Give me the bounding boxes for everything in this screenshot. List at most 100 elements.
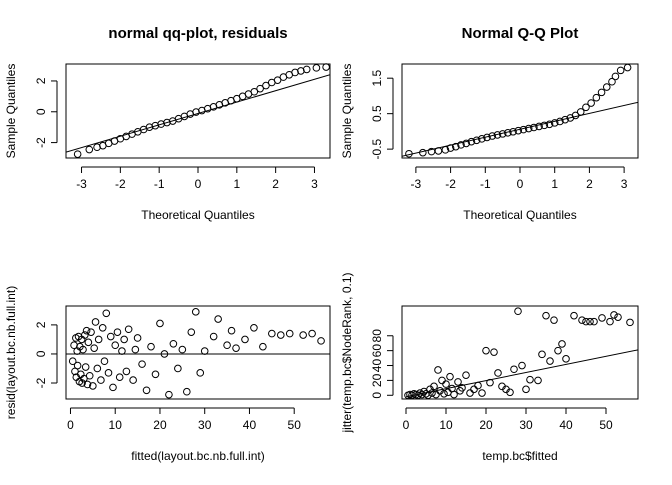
x-tick-label: 50 — [599, 418, 613, 432]
data-point — [478, 389, 486, 397]
data-point — [458, 384, 466, 392]
data-point — [209, 332, 218, 341]
data-point — [562, 355, 570, 363]
data-point — [82, 326, 91, 335]
y-tick-label: 0 — [34, 108, 48, 115]
data-point — [428, 389, 436, 397]
data-point — [85, 145, 94, 154]
data-point — [450, 390, 458, 399]
data-point — [498, 130, 507, 138]
x-tick-label: 2 — [272, 177, 279, 191]
data-point — [454, 378, 462, 386]
x-tick-label: 3 — [311, 177, 318, 191]
data-point — [451, 142, 460, 151]
data-point — [576, 108, 585, 116]
data-point — [540, 121, 549, 130]
x-tick-label: 3 — [621, 177, 628, 191]
data-point — [434, 147, 443, 155]
plot-frame — [401, 305, 639, 400]
data-point — [214, 315, 222, 323]
data-point — [408, 391, 416, 400]
data-point — [561, 115, 569, 124]
data-point — [470, 385, 478, 394]
y-tick-label: 60 — [370, 344, 384, 358]
y-tick-label: 0.5 — [370, 105, 384, 122]
data-point — [160, 350, 169, 358]
chart-panel-2: Normal Q-Q Plot -3 -2 -1 0 1 2 3 Theoretical Qua… — [340, 25, 639, 222]
y-axis-label: Sample Quantiles — [340, 64, 354, 159]
data-point — [432, 390, 440, 399]
data-point — [79, 345, 87, 354]
data-point — [416, 389, 424, 397]
data-point — [299, 331, 307, 339]
data-point — [482, 346, 490, 355]
data-point — [490, 348, 498, 356]
x-axis-label: Theoretical Quantiles — [141, 208, 254, 222]
reference-line — [66, 74, 330, 153]
data-point — [142, 386, 151, 395]
x-tick-label: 30 — [198, 418, 212, 432]
data-point — [606, 317, 614, 326]
y-tick-label: 80 — [370, 329, 384, 343]
data-point — [124, 325, 133, 334]
data-point — [122, 367, 131, 376]
data-point — [466, 389, 474, 397]
data-point — [494, 369, 502, 377]
y-axis-label: Sample Quantiles — [4, 64, 18, 159]
data-point — [488, 132, 497, 140]
data-point — [545, 120, 554, 129]
x-tick-label: 0 — [67, 418, 74, 432]
data-point — [550, 316, 558, 324]
data-point — [542, 311, 550, 320]
data-point — [504, 129, 512, 137]
data-point — [611, 72, 620, 81]
data-point — [472, 136, 481, 145]
data-point — [414, 391, 422, 400]
data-point — [419, 148, 427, 157]
data-point — [457, 141, 465, 149]
data-point — [93, 364, 102, 373]
y-axis-label: resid(layout.bc.nb.full.int) — [4, 286, 18, 419]
data-point — [151, 370, 160, 379]
data-point — [169, 339, 178, 348]
data-point — [156, 319, 164, 328]
data-point — [598, 314, 606, 322]
data-point — [84, 338, 93, 347]
data-point — [405, 149, 413, 158]
data-point — [115, 373, 124, 382]
data-point — [422, 389, 430, 398]
x-tick-label: -3 — [76, 177, 87, 191]
data-point — [113, 328, 122, 336]
data-point — [98, 323, 107, 332]
data-point — [535, 122, 543, 131]
data-point — [614, 313, 622, 321]
data-point — [250, 323, 258, 332]
data-point — [558, 340, 566, 348]
data-point — [174, 364, 182, 373]
data-point — [80, 374, 88, 383]
data-point — [118, 347, 126, 355]
data-point — [530, 123, 538, 132]
data-point — [223, 341, 231, 350]
data-point — [438, 376, 446, 385]
data-point — [550, 119, 559, 127]
data-point — [434, 366, 442, 374]
plot-frame — [65, 63, 331, 159]
data-point — [73, 361, 82, 370]
data-point — [285, 329, 294, 338]
data-point — [109, 383, 117, 392]
data-point — [509, 127, 517, 136]
x-tick-label: 0 — [195, 177, 202, 191]
data-point — [570, 311, 578, 320]
data-point — [522, 385, 530, 394]
data-point — [100, 357, 109, 366]
y-tick-label: 1.5 — [370, 70, 384, 87]
data-point — [131, 345, 140, 354]
chart-title: normal qq-plot, residuals — [108, 25, 287, 42]
data-point — [106, 332, 115, 341]
data-point — [102, 309, 111, 318]
data-point — [73, 150, 82, 158]
data-point — [133, 334, 142, 342]
